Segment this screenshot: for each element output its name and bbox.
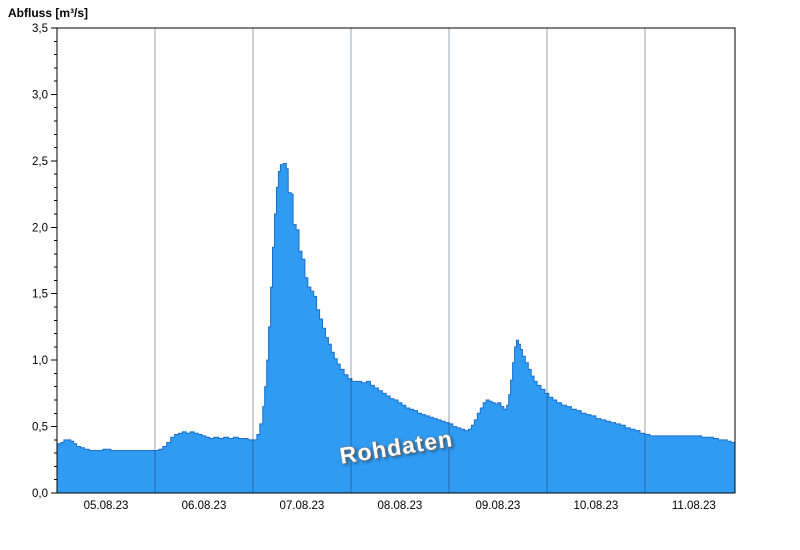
plot-frame <box>56 27 736 494</box>
y-tick-label: 0,5 <box>32 422 48 434</box>
x-tick-label: 06.08.23 <box>182 500 227 512</box>
x-tick-label: 11.08.23 <box>672 500 716 512</box>
x-tick-label: 09.08.23 <box>476 500 521 512</box>
x-tick-label: 05.08.23 <box>84 500 129 512</box>
x-tick-label: 08.08.23 <box>378 500 423 512</box>
y-tick-label: 3,0 <box>32 89 48 101</box>
y-tick-label: 0,0 <box>32 488 48 500</box>
area-series-outline <box>57 163 735 451</box>
y-tick-label: 2,0 <box>32 222 48 234</box>
y-tick-label: 2,5 <box>32 156 48 168</box>
y-tick-label: 3,5 <box>32 23 48 35</box>
y-tick-label: 1,0 <box>32 355 48 367</box>
y-tick-label: 1,5 <box>32 289 48 301</box>
chart-title: Abfluss [m³/s] <box>8 6 89 20</box>
x-tick-label: 07.08.23 <box>280 500 325 512</box>
x-tick-label: 10.08.23 <box>573 500 618 512</box>
area-series-fill <box>57 163 735 493</box>
